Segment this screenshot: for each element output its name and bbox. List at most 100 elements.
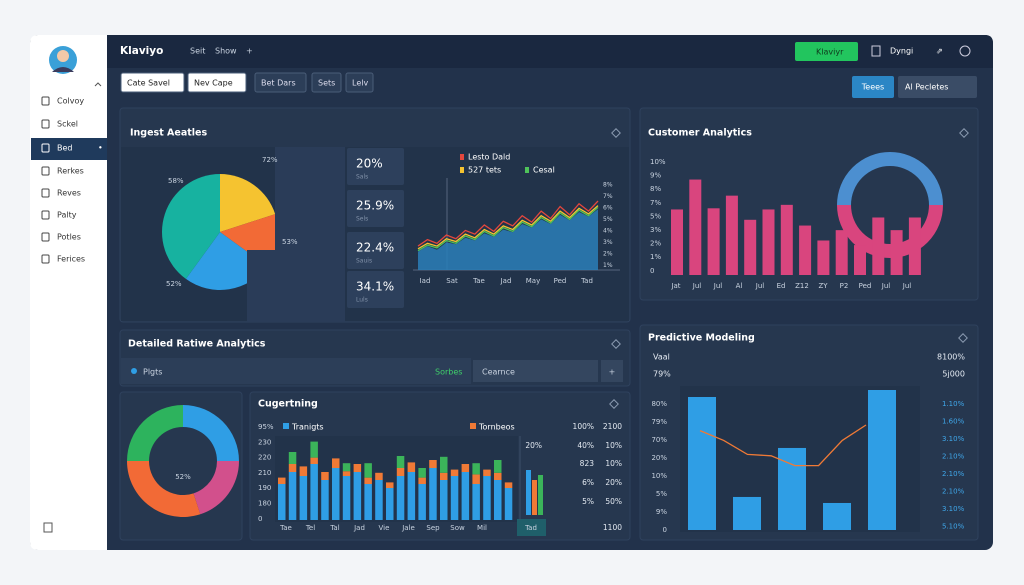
panel-menu[interactable]: [611, 128, 621, 138]
stat-card: [347, 148, 404, 185]
y2-label: 3.10%: [942, 505, 965, 513]
panel-menu[interactable]: [609, 399, 619, 409]
nav-item[interactable]: Potles: [57, 233, 81, 242]
y-label: 1%: [603, 262, 613, 269]
pie-label: 58%: [168, 177, 184, 185]
nav-item[interactable]: Sckel: [57, 120, 78, 129]
x-label: Jul: [755, 282, 765, 290]
nav-item[interactable]: Rerkes: [57, 167, 84, 176]
panel-menu[interactable]: [958, 333, 968, 343]
y-label: 220: [258, 454, 271, 462]
stacked-bar: [440, 456, 448, 473]
x-label: Tae: [279, 524, 292, 532]
kv: Vaal: [653, 353, 670, 362]
filter-row: [121, 358, 471, 384]
panel-title: Ingest Aeatles: [130, 128, 207, 139]
y-label: 9%: [650, 172, 661, 180]
table-cell: 2100: [603, 422, 622, 431]
avatar-body: [52, 67, 74, 72]
pie-label: 53%: [282, 238, 298, 246]
x-label: Jul: [902, 282, 912, 290]
donut-label: 52%: [175, 473, 191, 481]
panel-menu[interactable]: [959, 128, 969, 138]
y-label: 4%: [603, 228, 613, 235]
toolbar-label[interactable]: Cate Savel: [127, 79, 170, 88]
table-cell: 20%: [605, 478, 622, 487]
green-button-label[interactable]: Klaviyr: [816, 48, 844, 57]
toolbar-label[interactable]: Bet Dars: [261, 79, 296, 88]
stacked-bar: [278, 484, 286, 520]
add-box[interactable]: [601, 360, 623, 382]
add-label[interactable]: +: [609, 368, 616, 377]
y-label: 2%: [603, 251, 613, 258]
stacked-bar: [396, 456, 405, 468]
x-label: Ed: [777, 282, 786, 290]
toolbar-button[interactable]: [254, 72, 307, 93]
table-cell: 20%: [525, 441, 542, 450]
menu-item[interactable]: Show: [215, 47, 237, 56]
stacked-bar: [461, 472, 470, 520]
button-label[interactable]: Teees: [861, 83, 884, 92]
nav-item[interactable]: Colvoy: [57, 97, 84, 106]
select-label[interactable]: Cearnce: [482, 368, 515, 377]
x-label: Al: [736, 282, 743, 290]
x-label: Tad: [580, 277, 593, 285]
x-label: P2: [840, 282, 849, 290]
y-label: 190: [258, 484, 271, 492]
y2-label: 2.10%: [942, 470, 965, 478]
mini-bar: [538, 475, 543, 515]
toolbar-label[interactable]: Lelv: [352, 79, 368, 88]
button-label[interactable]: Al Pecletes: [905, 83, 948, 92]
stat-value: 25.9%: [356, 199, 394, 213]
green-button[interactable]: [795, 42, 858, 61]
stacked-bar: [332, 458, 340, 468]
nav-item[interactable]: Palty: [57, 211, 77, 220]
stacked-bar: [461, 464, 470, 472]
table-cell: 6%: [582, 478, 594, 487]
y-label: 1%: [650, 253, 661, 261]
stacked-bar: [375, 472, 383, 480]
y2-label: 2.10%: [942, 488, 965, 496]
nav-item[interactable]: Ferices: [57, 255, 85, 264]
teees-button[interactable]: [852, 76, 894, 98]
filter-label[interactable]: Plgts: [143, 368, 162, 377]
pie-cover: [247, 250, 345, 322]
stacked-bar: [472, 474, 480, 484]
bar: [854, 245, 866, 275]
x-label: Jul: [881, 282, 891, 290]
toolbar-label[interactable]: Nev Cape: [194, 79, 233, 88]
toolbar-button[interactable]: [345, 72, 374, 93]
toolbar-label[interactable]: Sets: [318, 79, 335, 88]
stacked-bar: [364, 477, 372, 484]
pecletes-button[interactable]: [898, 76, 977, 98]
toolbar-button[interactable]: [187, 72, 247, 93]
panel-menu[interactable]: [611, 339, 621, 349]
toolbar-button[interactable]: [120, 72, 185, 93]
y-label: 230: [258, 438, 271, 446]
pie-label: 52%: [166, 280, 182, 288]
sidebar: [30, 35, 107, 550]
stacked-bar: [342, 471, 351, 476]
icon[interactable]: ⇗: [936, 47, 943, 56]
panel-title: Cugertning: [258, 399, 318, 410]
settings-icon[interactable]: [43, 522, 53, 533]
nav-item[interactable]: Bed: [57, 144, 73, 153]
bar: [778, 447, 806, 530]
table-cell: 10%: [605, 459, 622, 468]
x-label: Mil: [477, 524, 487, 532]
toolbar-button[interactable]: [311, 72, 342, 93]
stat-value: 20%: [356, 157, 383, 171]
bar: [689, 179, 702, 275]
nav-icon: [41, 254, 50, 264]
x-label: Iad: [420, 277, 431, 285]
y-label: 0: [650, 267, 654, 275]
nav-item[interactable]: Reves: [57, 189, 81, 198]
pie-segment: [220, 174, 276, 232]
collapse-icon[interactable]: [94, 82, 102, 87]
user-name[interactable]: Dyngi: [890, 47, 913, 56]
x-label: Tae: [472, 277, 485, 285]
menu-item[interactable]: +: [246, 47, 253, 56]
icon[interactable]: [959, 45, 971, 57]
select-box[interactable]: [473, 360, 598, 382]
menu-item[interactable]: Seit: [190, 47, 205, 56]
